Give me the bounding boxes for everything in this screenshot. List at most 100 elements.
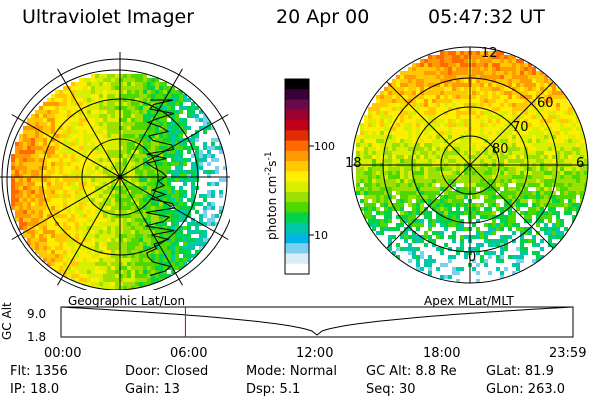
image-pixel (191, 178, 195, 182)
image-pixel (532, 179, 536, 183)
image-pixel (476, 127, 480, 131)
image-pixel (480, 99, 484, 103)
image-pixel (436, 55, 440, 59)
image-pixel (171, 114, 175, 118)
image-pixel (119, 278, 123, 282)
image-pixel (484, 75, 488, 79)
image-pixel (51, 150, 55, 154)
image-pixel (436, 87, 440, 91)
image-pixel (440, 59, 444, 63)
image-pixel (191, 102, 195, 106)
image-pixel (532, 131, 536, 135)
image-pixel (43, 250, 47, 254)
image-pixel (512, 255, 516, 259)
image-pixel (432, 191, 436, 195)
image-pixel (207, 194, 211, 198)
image-pixel (63, 258, 67, 262)
image-pixel (472, 83, 476, 87)
image-pixel (75, 198, 79, 202)
image-pixel (380, 211, 384, 215)
image-pixel (95, 166, 99, 170)
image-pixel (191, 174, 195, 178)
image-pixel (115, 186, 119, 190)
image-pixel (548, 203, 552, 207)
image-pixel (452, 99, 456, 103)
image-pixel (67, 134, 71, 138)
image-pixel (83, 162, 87, 166)
image-pixel (211, 182, 215, 186)
image-pixel (568, 127, 572, 131)
image-pixel (167, 166, 171, 170)
image-pixel (480, 171, 484, 175)
image-pixel (408, 247, 412, 251)
image-pixel (67, 94, 71, 98)
image-pixel (175, 154, 179, 158)
image-pixel (368, 139, 372, 143)
image-pixel (416, 143, 420, 147)
image-pixel (556, 119, 560, 123)
image-pixel (480, 131, 484, 135)
image-pixel (87, 206, 91, 210)
image-pixel (179, 174, 183, 178)
image-pixel (151, 262, 155, 266)
colorbar (284, 78, 314, 275)
image-pixel (396, 187, 400, 191)
image-pixel (368, 215, 372, 219)
image-pixel (103, 198, 107, 202)
image-pixel (87, 218, 91, 222)
image-pixel (135, 170, 139, 174)
image-pixel (155, 238, 159, 242)
image-pixel (147, 194, 151, 198)
image-pixel (87, 94, 91, 98)
image-pixel (127, 78, 131, 82)
image-pixel (476, 107, 480, 111)
image-pixel (436, 135, 440, 139)
image-pixel (452, 103, 456, 107)
image-pixel (83, 230, 87, 234)
image-pixel (448, 51, 452, 55)
image-pixel (131, 274, 135, 278)
image-pixel (111, 190, 115, 194)
image-pixel (151, 274, 155, 278)
image-pixel (548, 111, 552, 115)
image-pixel (115, 110, 119, 114)
image-pixel (384, 115, 388, 119)
image-pixel (444, 127, 448, 131)
image-pixel (572, 123, 576, 127)
image-pixel (360, 179, 364, 183)
image-pixel (107, 122, 111, 126)
image-pixel (195, 226, 199, 230)
image-pixel (460, 179, 464, 183)
image-pixel (384, 207, 388, 211)
image-pixel (15, 206, 19, 210)
image-pixel (440, 103, 444, 107)
image-pixel (67, 270, 71, 274)
image-pixel (576, 131, 580, 135)
image-pixel (115, 274, 119, 278)
image-pixel (171, 226, 175, 230)
image-pixel (87, 118, 91, 122)
image-pixel (131, 90, 135, 94)
image-pixel (572, 147, 576, 151)
image-pixel (520, 139, 524, 143)
image-pixel (139, 210, 143, 214)
image-pixel (516, 223, 520, 227)
image-pixel (524, 215, 528, 219)
image-pixel (99, 214, 103, 218)
image-pixel (179, 134, 183, 138)
image-pixel (15, 142, 19, 146)
image-pixel (147, 246, 151, 250)
image-pixel (436, 143, 440, 147)
image-pixel (75, 146, 79, 150)
image-pixel (488, 239, 492, 243)
image-pixel (151, 234, 155, 238)
image-pixel (135, 162, 139, 166)
image-pixel (460, 123, 464, 127)
image-pixel (408, 67, 412, 71)
image-pixel (392, 147, 396, 151)
image-pixel (416, 123, 420, 127)
image-pixel (111, 206, 115, 210)
image-pixel (528, 111, 532, 115)
image-pixel (380, 195, 384, 199)
image-pixel (544, 131, 548, 135)
